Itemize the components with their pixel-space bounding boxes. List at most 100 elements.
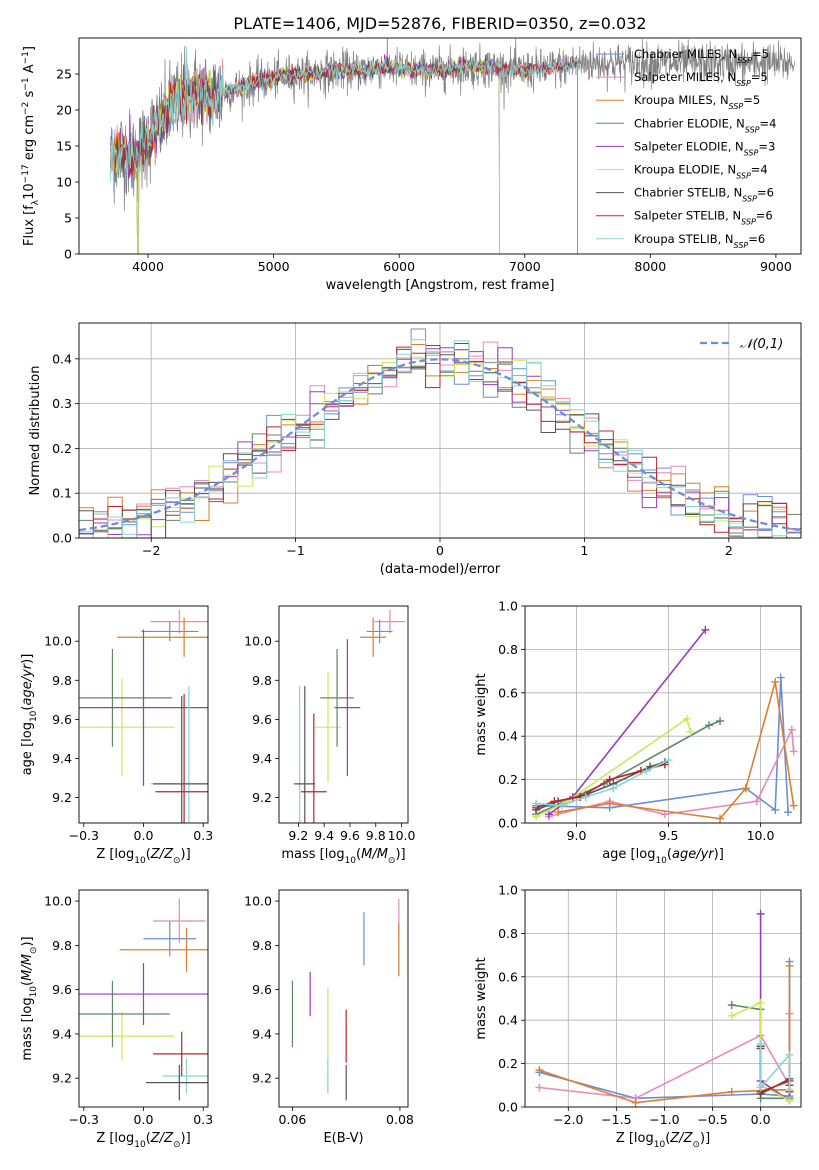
x-tick-label: 5000: [258, 259, 290, 274]
weight-marker: [609, 784, 618, 793]
weight-marker: [785, 1085, 794, 1094]
y-tick-label: 0: [64, 247, 72, 262]
y-tick-label: 9.8: [252, 673, 272, 688]
y-tick-label: 0.1: [52, 486, 72, 501]
weight_vs_age-plot-area: [532, 625, 798, 823]
weight-marker: [784, 808, 793, 817]
x-tick-label: −1.5: [601, 1112, 631, 1127]
age_vs_mass-plot-area: [293, 609, 406, 823]
residuals-frame: [78, 322, 802, 539]
spectrum-legend: Chabrier MILES, NSSP=5 Salpeter MILES, NS…: [596, 47, 776, 249]
x-tick-label: 10.0: [747, 828, 775, 843]
weight-marker: [535, 1066, 544, 1075]
weight-marker: [532, 799, 541, 808]
errorbar-salpeter-miles: [153, 898, 206, 944]
weight-marker: [741, 784, 750, 793]
weight-line: [535, 717, 692, 818]
weight-series-kroupa-miles: [554, 677, 798, 823]
y-tick-label: 5: [64, 211, 72, 226]
weight-marker: [785, 1096, 794, 1105]
age_vs_mass-frame: [278, 605, 409, 824]
weight-marker: [686, 727, 695, 736]
weight-line: [535, 759, 669, 807]
x-tick-label: 0.06: [279, 1112, 307, 1127]
legend-entry-salpeter-elodie: Salpeter ELODIE, NSSP=3: [634, 139, 775, 157]
weight_vs_age-axes: 9.0 9.5 10.0 0.0 0.2 0.4 0.6 0.8 1.0 age [log10(a…: [474, 599, 802, 866]
weight-marker: [664, 756, 673, 765]
weight-marker: [544, 810, 553, 819]
model-spectrum-kroupa-stelib: [110, 45, 581, 193]
y-tick-label: 9.2: [252, 1071, 272, 1086]
y-tick-label: 10.0: [244, 894, 272, 909]
x-tick-label: 2: [725, 543, 733, 558]
residuals-plot-area: [79, 328, 801, 538]
errorbar-salpeter-stelib: [155, 693, 208, 823]
plots-layer: 4000 5000 6000 7000 8000 90000510152025wavele…: [20, 37, 802, 1150]
errorbar-kroupa-elodie: [79, 1011, 175, 1061]
errorbar-kroupa-elodie: [79, 678, 175, 777]
x-tick-label: 9.2: [288, 828, 308, 843]
x-tick-label: 9000: [760, 259, 792, 274]
legend-entry-kroupa-stelib: Kroupa STELIB, NSSP=6: [634, 232, 765, 250]
mass_vs_Z-axes: −0.3 0.0 0.3 9.2 9.4 9.6 9.8 10.0 Z [log10(Z/Z⊙)…: [20, 889, 213, 1150]
histogram-chabrier-stelib: [79, 343, 801, 538]
weight-marker: [752, 797, 761, 806]
x-tick-label: 6000: [383, 259, 415, 274]
weight-marker: [554, 808, 563, 817]
y-tick-label: 0.6: [498, 969, 518, 984]
y-tick-label: 9.4: [52, 751, 72, 766]
weight-marker: [756, 1083, 765, 1092]
y-tick-label: 9.6: [52, 982, 72, 997]
mass_vs_Z-frame: [78, 889, 209, 1108]
weight-marker: [727, 1001, 736, 1010]
weight-marker: [771, 677, 780, 686]
x-axis-label: wavelength [Angstrom, rest frame]: [326, 278, 555, 293]
legend-entry-salpeter-miles: Salpeter MILES, NSSP=5: [634, 70, 768, 88]
weight-marker: [756, 998, 765, 1007]
legend-entry-kroupa-elodie: Kroupa ELODIE, NSSP=4: [634, 163, 768, 181]
y-tick-label: 15: [56, 139, 72, 154]
errorbar-salpeter-elodie: [334, 639, 361, 777]
x-axis-label: Z [log10(Z/Z⊙)]: [96, 847, 190, 866]
y-tick-label: 9.4: [252, 751, 272, 766]
spectrum-plot-area: [110, 38, 795, 254]
spectrum-frame: [78, 37, 802, 255]
y-tick-label: 0.3: [52, 396, 72, 411]
weight-marker: [535, 1083, 544, 1092]
y-tick-label: 1.0: [498, 883, 518, 898]
y-tick-label: 20: [56, 103, 72, 118]
x-tick-label: −0.3: [69, 828, 99, 843]
x-axis-label: Z [log10(Z/Z⊙)]: [616, 1131, 710, 1150]
residuals-axes: −2 −1 0 1 2 0.0 0.1 0.2 0.3 0.4 (data-model)/error…: [28, 322, 802, 577]
errorbar-chabrier-elodie: [79, 980, 170, 1048]
x-tick-label: 8000: [634, 259, 666, 274]
errorbar-salpeter-elodie: [79, 629, 208, 786]
y-tick-label: 9.6: [52, 712, 72, 727]
weight_vs_Z-axes: −2.0 −1.5 −1.0 −0.5 0.0 0.0 0.2 0.4 0.6 0.8 1.0 Z […: [474, 883, 802, 1150]
errorbar-chabrier-miles: [366, 619, 393, 644]
y-tick-label: 0.2: [498, 772, 518, 787]
y-axis-label: Flux [fλ10−17 erg cm−2 s−1 A−1]: [21, 46, 41, 246]
legend-entry-normal: 𝒩(0,1): [740, 337, 783, 352]
mass_vs_ebv-plot-area: [291, 898, 400, 1101]
legend-entry-chabrier-stelib: Chabrier STELIB, NSSP=6: [634, 186, 774, 204]
weight-marker: [727, 1011, 736, 1020]
x-tick-label: 1: [580, 543, 588, 558]
x-tick-label: 4000: [132, 259, 164, 274]
weight-marker: [756, 909, 765, 918]
weight-marker: [776, 673, 785, 682]
errorbar-chabrier-miles: [141, 621, 199, 642]
errorbar-chabrier-stelib: [153, 695, 208, 823]
errorbar-kroupa-miles: [360, 617, 387, 657]
y-tick-label: 9.2: [52, 790, 72, 805]
y-tick-label: 9.6: [252, 982, 272, 997]
weight-line: [535, 763, 666, 809]
y-tick-label: 9.2: [252, 790, 272, 805]
legend-entry-kroupa-miles: Kroupa MILES, NSSP=5: [634, 93, 760, 111]
histogram-salpeter-stelib: [79, 346, 801, 535]
errorbar-salpeter-stelib: [153, 1031, 208, 1076]
age_vs_Z-axes: −0.3 0.0 0.3 9.2 9.4 9.6 9.8 10.0 Z [log10(Z/Z⊙)…: [20, 605, 213, 866]
